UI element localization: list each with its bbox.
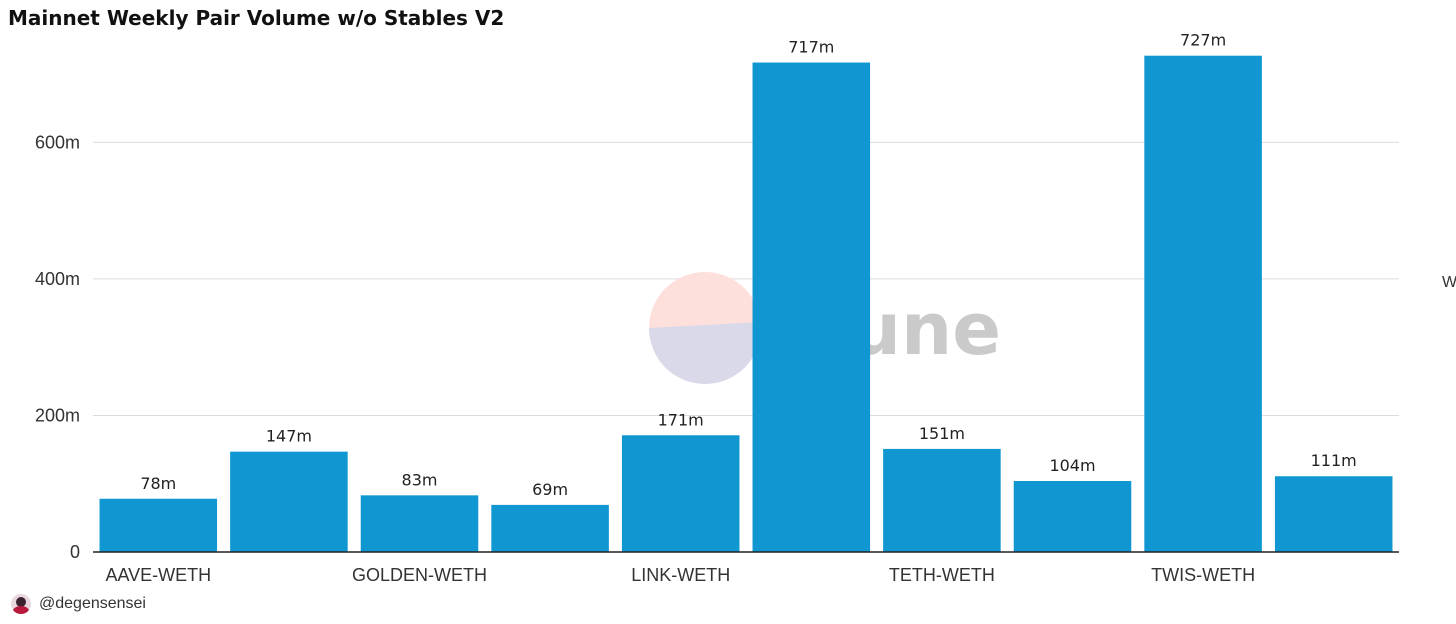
x-tick-label: GOLDEN-WETH — [352, 565, 487, 585]
x-tick-label: TETH-WETH — [889, 565, 995, 585]
bar — [621, 435, 740, 552]
bar-data-label: 171m — [658, 410, 704, 429]
x-tick-label: LINK-WETH — [631, 565, 730, 585]
bar — [360, 495, 479, 552]
x-axis-ticks: AAVE-WETH GOLDEN-WETH LINK-WETH TETH-WETH TW… — [105, 565, 1255, 585]
bar-data-label: 83m — [402, 470, 438, 489]
bars — [99, 55, 1393, 553]
y-tick-label: 600m — [35, 132, 80, 152]
y-tick-label: 0 — [70, 542, 80, 562]
y-tick-label: 200m — [35, 405, 80, 425]
author-handle: @degensensei — [39, 595, 146, 612]
footer: @degensensei — [11, 594, 146, 614]
bar — [491, 504, 609, 552]
bar — [1144, 55, 1262, 553]
bar-data-label: 727m — [1180, 31, 1226, 50]
bar — [1274, 476, 1393, 552]
x-tick-label: TWIS-WETH — [1151, 565, 1255, 585]
y-tick-label: 400m — [35, 269, 80, 289]
chart-title: Mainnet Weekly Pair Volume w/o Stables V… — [8, 6, 505, 30]
bar-data-label: 151m — [919, 424, 965, 443]
y-axis-ticks: 0 200m 400m 600m — [35, 132, 80, 562]
bar-data-label: 69m — [532, 480, 568, 499]
bar — [883, 448, 1001, 552]
bar-data-label: 104m — [1049, 456, 1095, 475]
edge-label: W — [1442, 274, 1456, 291]
data-labels: 78m 147m 83m 69m 171m 717m 151m 104m 727m 111m — [140, 31, 1356, 499]
bar — [752, 62, 871, 552]
x-tick-label: AAVE-WETH — [105, 565, 211, 585]
bar-data-label: 78m — [140, 474, 176, 493]
bar-data-label: 111m — [1311, 451, 1357, 470]
bar — [230, 451, 348, 552]
dune-logo-lower-half — [649, 322, 761, 384]
bar — [1013, 481, 1132, 552]
bar — [99, 498, 218, 552]
bar-data-label: 717m — [788, 38, 834, 57]
bar-data-label: 147m — [266, 427, 312, 446]
avatar-icon — [11, 594, 31, 614]
